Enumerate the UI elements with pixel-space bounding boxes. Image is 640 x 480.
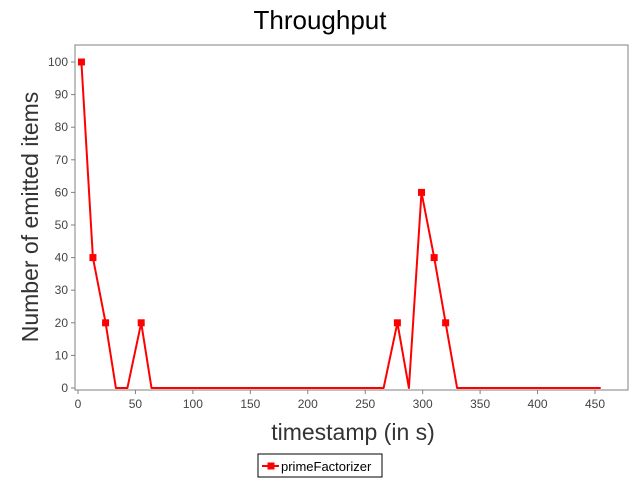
data-point-marker [430, 254, 438, 262]
data-point-marker [102, 319, 110, 327]
y-axis-label: Number of emitted items [17, 92, 43, 343]
y-tick-label: 10 [55, 348, 69, 362]
x-tick-label: 250 [355, 397, 375, 411]
data-point-marker [393, 319, 401, 327]
x-tick-label: 50 [129, 397, 143, 411]
legend-entry-primefactorizer: primeFactorizer [281, 459, 372, 474]
x-tick-label: 350 [470, 397, 490, 411]
legend: primeFactorizer [257, 453, 383, 478]
x-tick-label: 100 [183, 397, 203, 411]
x-tick-label: 400 [528, 397, 548, 411]
y-tick-label: 20 [55, 316, 69, 330]
plot-area [74, 44, 629, 391]
legend-swatch-marker [267, 462, 275, 470]
x-tick-label: 450 [585, 397, 605, 411]
data-point-marker [137, 319, 145, 327]
x-tick-label: 150 [240, 397, 260, 411]
y-tick-label: 50 [55, 218, 69, 232]
series-layer [77, 58, 601, 389]
data-point-marker [442, 319, 450, 327]
y-tick-label: 90 [55, 88, 69, 102]
y-tick-label: 0 [61, 381, 68, 395]
x-tick-label: 200 [298, 397, 318, 411]
y-tick-label: 60 [55, 185, 69, 199]
data-point-marker [89, 254, 97, 262]
x-axis-ticks: 0 50 100 150 200 250 300 350 400 450 [75, 390, 605, 411]
chart-title: Throughput [254, 5, 388, 35]
y-axis-ticks: 0 10 20 30 40 50 60 70 80 90 100 [48, 55, 75, 395]
series-line-primefactorizer [80, 61, 601, 389]
x-tick-label: 0 [75, 397, 82, 411]
y-tick-label: 40 [55, 251, 69, 265]
legend-box [257, 453, 383, 478]
x-tick-label: 300 [413, 397, 433, 411]
x-axis-label: timestamp (in s) [271, 419, 435, 445]
data-point-marker [418, 188, 426, 196]
y-tick-label: 100 [48, 55, 68, 69]
y-tick-label: 30 [55, 283, 69, 297]
y-tick-label: 80 [55, 120, 69, 134]
data-point-marker [77, 58, 85, 66]
y-tick-label: 70 [55, 153, 69, 167]
